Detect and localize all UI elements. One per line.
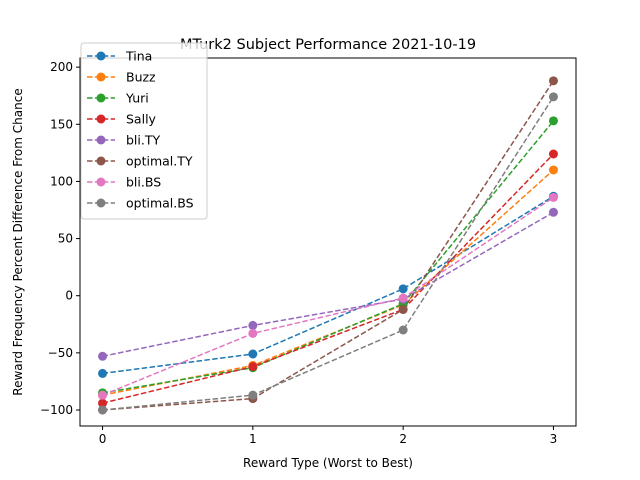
y-axis-ticks: −100 −50 0 50 100 150 200	[40, 60, 80, 417]
chart-title: MTurk2 Subject Performance 2021-10-19	[180, 37, 476, 53]
data-point	[548, 92, 558, 102]
y-tick-label: 150	[50, 117, 73, 131]
legend-box	[80, 42, 208, 220]
series-line	[102, 96, 555, 411]
series-line	[102, 120, 555, 394]
data-point	[398, 325, 408, 335]
series-line	[102, 196, 554, 396]
data-point	[248, 320, 258, 330]
data-point	[98, 368, 108, 378]
data-point	[548, 76, 558, 86]
y-tick-label: 0	[65, 289, 73, 303]
y-tick-label: −50	[48, 346, 73, 360]
data-point	[398, 293, 408, 303]
legend-marker	[96, 93, 106, 103]
data-point	[398, 284, 408, 294]
data-point	[98, 398, 108, 408]
x-tick-label: 3	[550, 432, 558, 446]
series-line	[102, 211, 554, 358]
series-line	[102, 80, 555, 411]
legend-marker	[96, 177, 106, 187]
legend-label: bli.TY	[126, 133, 160, 148]
legend-marker	[96, 156, 106, 166]
legend-marker	[96, 114, 106, 124]
y-tick-label: 100	[50, 174, 73, 188]
legend-label: optimal.BS	[126, 196, 194, 211]
data-point	[248, 362, 258, 372]
data-point	[98, 390, 108, 400]
series-markers	[98, 76, 558, 415]
x-tick-label: 2	[399, 432, 407, 446]
legend: Tina Buzz Yuri Sally bli.TY optimal.TY bli.BS o…	[80, 42, 208, 220]
data-point	[398, 304, 408, 314]
legend-marker	[96, 51, 106, 61]
y-axis-label: Reward Frequency Percent Difference From…	[11, 88, 25, 395]
data-point	[548, 192, 558, 202]
data-point	[248, 349, 258, 359]
series-lines	[102, 80, 555, 411]
plot-frame	[79, 57, 577, 427]
data-point	[248, 390, 258, 400]
data-point	[548, 116, 558, 126]
legend-marker	[96, 72, 106, 82]
data-point	[548, 165, 558, 175]
data-point	[248, 328, 258, 338]
legend-label: bli.BS	[126, 175, 161, 190]
legend-label: Yuri	[125, 91, 149, 106]
x-axis-label: Reward Type (Worst to Best)	[243, 456, 413, 470]
legend-label: Tina	[125, 49, 152, 64]
legend-marker	[96, 198, 106, 208]
x-tick-label: 0	[99, 432, 107, 446]
y-tick-label: 200	[50, 60, 73, 74]
x-tick-label: 1	[249, 432, 257, 446]
data-point	[98, 351, 108, 361]
y-tick-label: 50	[58, 232, 73, 246]
series-line	[102, 153, 554, 404]
data-point	[98, 405, 108, 415]
data-point	[548, 207, 558, 217]
y-tick-label: −100	[40, 403, 73, 417]
legend-label: Buzz	[126, 70, 156, 85]
data-point	[548, 149, 558, 159]
legend-label: optimal.TY	[126, 154, 193, 169]
legend-label: Sally	[126, 112, 157, 127]
x-axis-ticks: 0 1 2 3	[99, 426, 558, 446]
legend-marker	[96, 135, 106, 145]
